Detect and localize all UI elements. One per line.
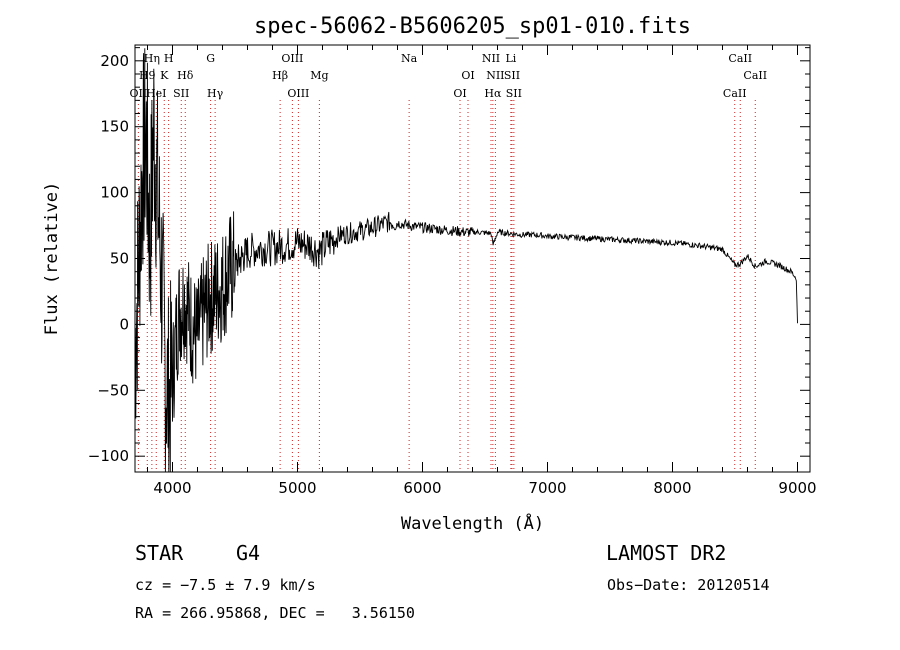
line-label: NII	[486, 69, 504, 82]
line-label: Hδ	[177, 69, 194, 82]
y-tick-label: 100	[100, 184, 129, 202]
line-label: SII	[504, 69, 520, 82]
y-tick-label: 200	[100, 52, 129, 70]
line-label: OIII	[287, 87, 309, 100]
line-label: CaII	[728, 52, 752, 65]
line-label: NII	[482, 52, 500, 65]
line-label: H	[164, 52, 174, 65]
line-label: OI	[461, 69, 474, 82]
line-label: Li	[505, 52, 516, 65]
line-label: Hα	[484, 87, 502, 100]
line-label: OI	[453, 87, 466, 100]
y-axis-label: Flux (relative)	[42, 182, 62, 336]
x-tick-label: 6000	[403, 479, 441, 497]
survey-label: LAMOST DR2	[606, 541, 727, 565]
y-tick-label: 50	[110, 250, 129, 268]
coordinates-readout: RA = 266.95868, DEC = 3.56150	[135, 604, 415, 622]
x-tick-label: 5000	[278, 479, 316, 497]
line-label: OIII	[281, 52, 303, 65]
redshift-readout: cz = −7.5 ± 7.9 km/s	[135, 576, 316, 594]
line-label: Hη	[144, 52, 160, 65]
y-tick-label: −100	[88, 447, 129, 465]
object-subclass: G4	[236, 541, 261, 565]
obs-date-readout: Obs−Date: 20120514	[607, 576, 770, 594]
line-label: SII	[506, 87, 522, 100]
object-class: STAR	[135, 541, 184, 565]
line-label: Hγ	[207, 87, 224, 100]
line-label: SII	[173, 87, 189, 100]
x-tick-label: 7000	[528, 479, 566, 497]
spectrum-line	[134, 48, 798, 473]
line-label: Na	[401, 52, 418, 65]
line-label: Mg	[310, 69, 328, 82]
x-tick-label: 4000	[153, 479, 191, 497]
x-axis-label: Wavelength (Å)	[401, 512, 544, 534]
x-tick-label: 8000	[653, 479, 691, 497]
line-label: HeI	[146, 87, 166, 100]
line-label: CaII	[743, 69, 767, 82]
y-tick-label: 0	[119, 315, 129, 333]
y-tick-label: −50	[97, 381, 129, 399]
line-label: K	[160, 69, 169, 82]
y-tick-label: 150	[100, 118, 129, 136]
line-label: G	[206, 52, 215, 65]
x-tick-label: 9000	[778, 479, 816, 497]
line-label: Hβ	[272, 69, 288, 82]
chart-title: spec-56062-B5606205_sp01-010.fits	[254, 14, 691, 39]
line-label: CaII	[723, 87, 747, 100]
